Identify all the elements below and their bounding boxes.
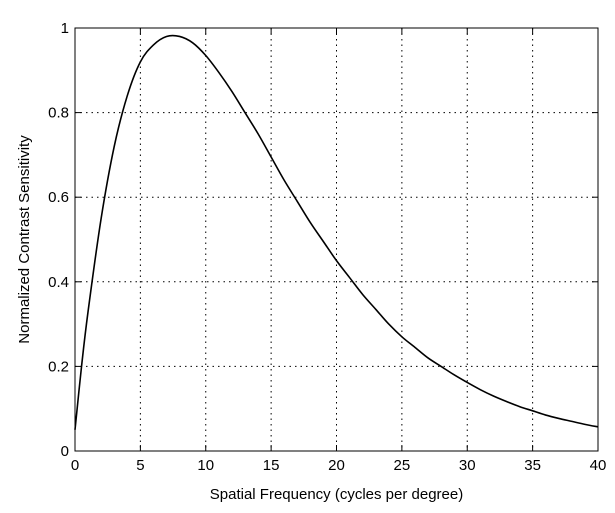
grid [75, 28, 598, 451]
x-tick-label: 35 [524, 457, 541, 474]
x-tick-label: 40 [590, 457, 607, 474]
series-line [74, 34, 599, 430]
x-tick-label: 20 [328, 457, 345, 474]
y-tick-label: 1 [61, 20, 69, 37]
x-tick-label: 15 [263, 457, 280, 474]
x-tick-label: 10 [197, 457, 214, 474]
y-tick-label: 0.4 [48, 274, 69, 291]
x-axis-title: Spatial Frequency (cycles per degree) [210, 486, 463, 503]
y-tick-labels: 0 0.2 0.4 0.6 0.8 1 [48, 20, 69, 460]
y-tick-label: 0 [61, 443, 69, 460]
x-tick-label: 0 [71, 457, 79, 474]
plot-frame [74, 27, 599, 452]
ticks [74, 27, 599, 452]
x-tick-label: 30 [459, 457, 476, 474]
x-tick-labels: 0 5 10 15 20 25 30 35 40 [71, 457, 607, 474]
x-tick-label: 25 [394, 457, 411, 474]
y-tick-label: 0.2 [48, 358, 69, 375]
y-axis-title: Normalized Contrast Sensitivity [16, 135, 33, 344]
y-tick-label: 0.6 [48, 189, 69, 206]
x-tick-label: 5 [136, 457, 144, 474]
y-tick-label: 0.8 [48, 105, 69, 122]
